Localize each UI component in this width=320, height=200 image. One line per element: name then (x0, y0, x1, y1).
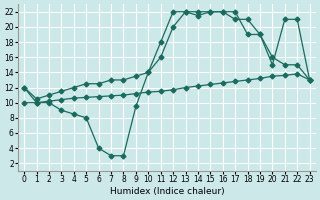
X-axis label: Humidex (Indice chaleur): Humidex (Indice chaleur) (109, 187, 224, 196)
